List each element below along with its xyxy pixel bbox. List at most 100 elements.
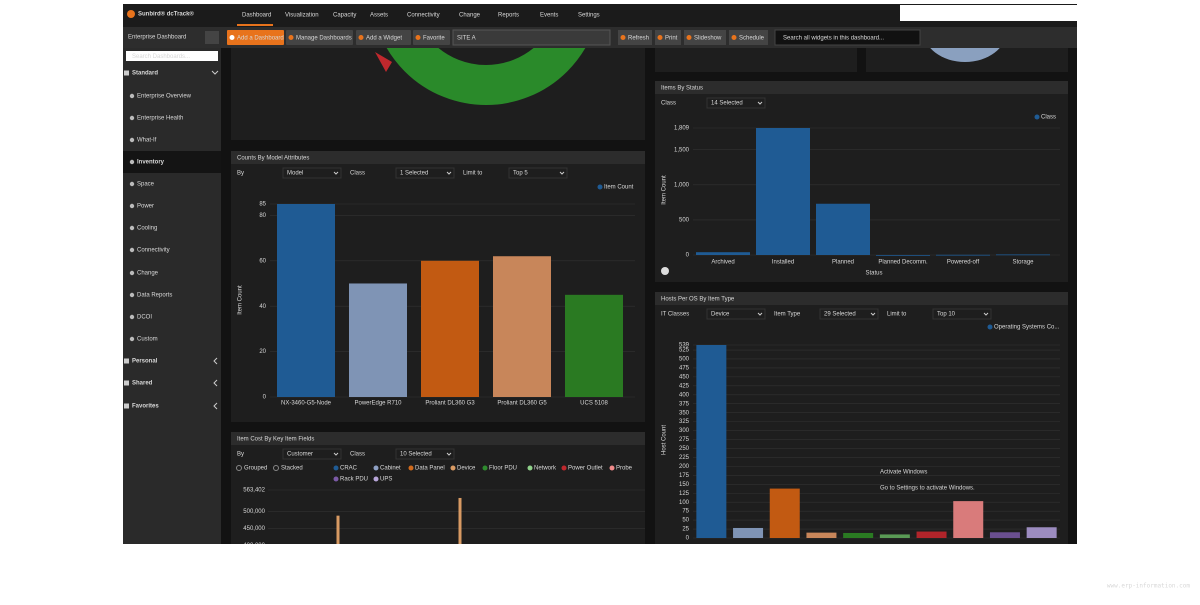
y-tick-label: 1,000 (674, 182, 690, 188)
filter-label: By (237, 452, 244, 458)
y-tick-label: 50 (682, 518, 689, 524)
y-tick-label: 60 (259, 258, 266, 264)
action-button[interactable] (655, 30, 681, 45)
button-icon (229, 35, 235, 40)
search-box[interactable] (774, 29, 921, 46)
legend-swatch[interactable] (527, 465, 533, 471)
y-axis-label: Item Count (662, 175, 668, 205)
bar (989, 532, 1020, 538)
filter-select[interactable] (395, 167, 455, 179)
sidebar-item[interactable]: Cooling (137, 226, 157, 232)
nav-item[interactable]: Assets (370, 13, 388, 19)
radio[interactable] (236, 465, 242, 471)
sidebar-item[interactable]: Enterprise Overview (137, 94, 192, 100)
legend-swatch[interactable] (333, 476, 339, 482)
legend-swatch[interactable] (373, 476, 379, 482)
nav-item[interactable]: Events (540, 13, 558, 19)
y-tick-label: 539 (679, 343, 690, 349)
radio[interactable] (273, 465, 279, 471)
y-tick-label: 425 (679, 383, 690, 389)
caret (757, 101, 763, 105)
nav-item[interactable]: Change (459, 13, 481, 19)
legend-swatch[interactable] (373, 465, 379, 471)
button-icon (415, 35, 421, 40)
sidebar-item[interactable]: Power (137, 204, 154, 210)
sidebar-item[interactable]: Custom (137, 337, 158, 343)
nav-item[interactable]: Connectivity (407, 13, 440, 19)
legend-swatch[interactable] (408, 465, 414, 471)
button-icon (686, 35, 692, 40)
toolbar-button[interactable] (227, 30, 284, 45)
nav-item[interactable]: Dashboard (242, 13, 271, 19)
filter-select[interactable] (932, 308, 992, 320)
sidebar-group[interactable]: Shared (132, 381, 153, 387)
bar (936, 254, 990, 256)
sidebar-group[interactable]: Standard (132, 71, 158, 77)
sidebar-active (123, 151, 221, 173)
filter-select[interactable] (508, 167, 568, 179)
y-tick-label: 450 (679, 374, 690, 380)
sidebar-item[interactable]: DCOI (137, 315, 152, 321)
sidebar-item[interactable]: Change (137, 271, 159, 277)
pie (930, 48, 1000, 62)
bar (806, 532, 837, 538)
sidebar-item[interactable]: Data Reports (137, 293, 172, 299)
nav-item[interactable]: Reports (498, 13, 519, 19)
filter-select[interactable] (282, 448, 342, 460)
nav-item[interactable]: Visualization (285, 13, 319, 19)
chevron (213, 357, 218, 365)
sidebar-item[interactable]: Inventory (137, 160, 165, 166)
sidebar-item[interactable]: Enterprise Health (137, 116, 183, 122)
site-select[interactable] (452, 29, 611, 46)
toolbar-button[interactable] (286, 30, 353, 45)
item-icon (129, 247, 135, 253)
app: Sunbird® dcTrack® Dashboard Visualization C… (123, 4, 1077, 544)
sidebar-item[interactable]: Space (137, 182, 155, 188)
sidebar-item[interactable]: Connectivity (137, 248, 170, 254)
action-button[interactable] (729, 30, 768, 45)
action-button[interactable] (618, 30, 652, 45)
y-tick-label: 525 (679, 348, 690, 354)
legend-swatch[interactable] (450, 465, 456, 471)
nav-item[interactable]: Capacity (333, 13, 356, 19)
filter-select[interactable] (819, 308, 879, 320)
sidebar-item[interactable]: What-If (137, 138, 157, 144)
item-icon (129, 203, 135, 209)
legend-swatch[interactable] (482, 465, 488, 471)
button-label: Refresh (628, 36, 649, 42)
toolbar-button[interactable] (413, 30, 450, 45)
y-tick-label: 1,809 (674, 126, 690, 132)
filter-select[interactable] (282, 167, 342, 179)
legend-label: Rack PDU (340, 477, 368, 483)
collapse-btn[interactable] (205, 31, 219, 44)
legend-swatch[interactable] (333, 465, 339, 471)
bar (696, 252, 750, 255)
sidebar-group[interactable]: Favorites (132, 404, 159, 410)
sidebar-search[interactable] (126, 51, 218, 61)
legend-label: Probe (616, 466, 633, 472)
item-icon (129, 225, 135, 231)
legend-swatch[interactable] (561, 465, 567, 471)
x-tick-label: Proliant DL360 G5 (497, 401, 547, 407)
y-tick-label: 0 (686, 536, 690, 542)
panel-title: Hosts Per OS By Item Type (661, 297, 735, 303)
filter-select[interactable] (395, 448, 455, 460)
panel-header (655, 81, 1068, 94)
y-tick-label: 175 (679, 473, 690, 479)
filter-select[interactable] (706, 308, 766, 320)
filter-select[interactable] (706, 97, 766, 109)
sidebar-group[interactable]: Personal (132, 359, 158, 365)
toolbar-button[interactable] (356, 30, 411, 45)
nav-item[interactable]: Settings (578, 13, 600, 19)
y-tick-label: 500 (679, 217, 690, 223)
bar (349, 283, 407, 397)
action-button[interactable] (684, 30, 726, 45)
pie-shape (930, 48, 1000, 62)
activation-title: Activate Windows (880, 470, 927, 476)
legend-label: Floor PDU (489, 466, 517, 472)
item-icon (129, 314, 135, 320)
legend-swatch[interactable] (609, 465, 615, 471)
radio-label: Stacked (281, 466, 303, 472)
button-icon (657, 35, 663, 40)
